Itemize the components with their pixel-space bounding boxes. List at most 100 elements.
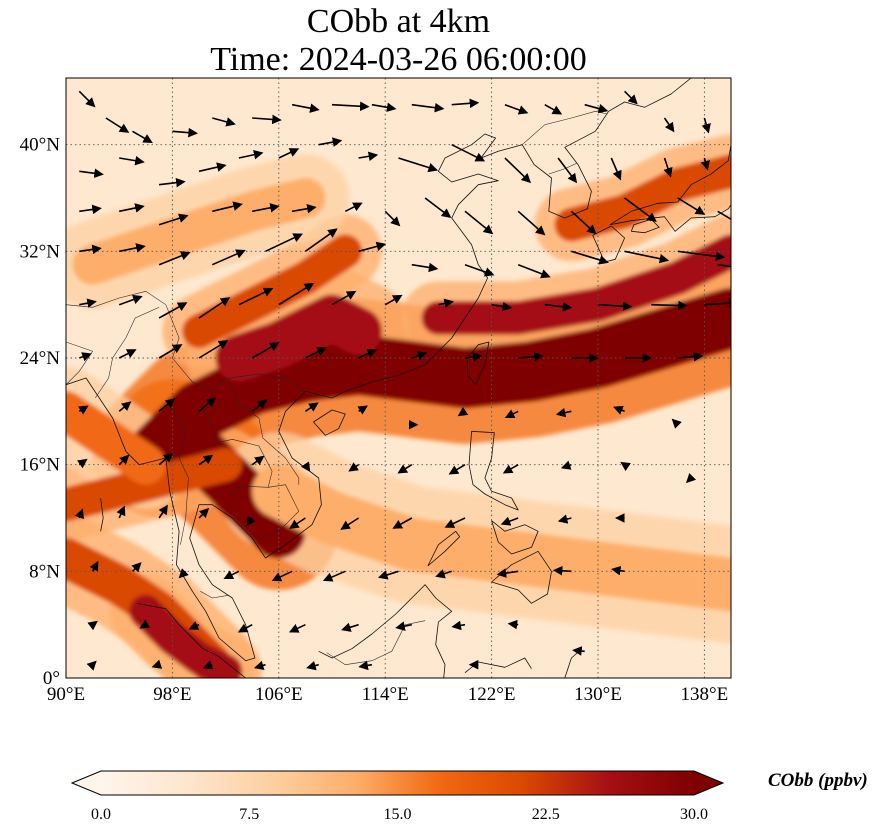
lon-tick-label: 114°E (362, 684, 409, 705)
colorbar-tick-label: 15.0 (383, 806, 412, 823)
colorbar-extend-min (72, 771, 101, 795)
lon-tick-label: 130°E (574, 684, 622, 705)
longitude-tick-labels: 90°E 98°E 106°E 114°E 122°E 130°E 138°E (47, 684, 728, 705)
wind-arrow (572, 646, 585, 656)
colorbar-tick-label: 22.5 (531, 806, 560, 823)
wind-arrow (198, 507, 210, 519)
wind-arrow (491, 301, 513, 312)
wind-arrow (198, 454, 214, 466)
wind-arrow (172, 127, 198, 138)
bay-of-bengal-band (66, 391, 166, 485)
border-malaysia-thai (200, 591, 229, 599)
chart-title: CObb at 4km (306, 3, 491, 40)
wind-arrow (322, 570, 346, 582)
wind-arrow (79, 244, 102, 255)
colorbar-outline (70, 770, 725, 796)
wind-arrow (384, 210, 401, 227)
lat-tick-label: 40°N (20, 135, 61, 156)
wind-arrow (198, 397, 217, 412)
wind-arrow (451, 620, 466, 631)
wind-arrow (677, 250, 726, 262)
wind-arrow (251, 399, 268, 412)
southern-china (215, 294, 382, 382)
wind-arrow (132, 130, 153, 144)
wind-arrow (278, 148, 300, 159)
coastline-andaman (100, 497, 104, 532)
wind-arrow (544, 302, 573, 312)
wind-arrow (411, 102, 445, 113)
wind-arrow (613, 405, 625, 415)
wind-arrow (358, 151, 379, 162)
wind-arrow (464, 263, 495, 277)
wind-arrow (358, 241, 387, 253)
coastline-mindanao (491, 550, 552, 604)
coastlines (66, 78, 731, 678)
wind-arrow (504, 409, 519, 419)
border-thai-laos (201, 405, 273, 488)
wind-arrow (331, 290, 357, 306)
wind-arrow (624, 250, 670, 264)
wind-arrow (159, 177, 186, 188)
wind-arrow (457, 406, 469, 417)
wind-arrow (86, 660, 97, 671)
colorbar-tick-label: 7.5 (239, 806, 260, 823)
border-china-vietnam (238, 373, 303, 392)
wind-arrow (451, 98, 480, 109)
wind-arrow (395, 621, 412, 631)
border-bangladesh (66, 341, 94, 385)
wind-arrow (238, 287, 274, 306)
wind-arrow (119, 155, 145, 166)
wind-arrow (79, 168, 104, 179)
wind-arrow (271, 570, 293, 582)
wind-arrow (357, 405, 368, 415)
coastline-luzon (468, 430, 519, 511)
wind-arrow (464, 210, 494, 235)
wind-arrow (555, 407, 572, 418)
wind-arrow (300, 461, 311, 473)
wind-arrow (560, 460, 572, 470)
wind-arrow (341, 622, 359, 632)
wind-arrow (685, 472, 697, 484)
wind-arrow (77, 458, 88, 469)
wind-arrow (131, 562, 142, 573)
colorbar-gradient (101, 771, 694, 795)
wind-arrow (158, 344, 183, 359)
wind-arrow (518, 351, 544, 362)
wind-arrow (517, 263, 551, 279)
wind-arrow (557, 514, 572, 524)
lon-tick-label: 98°E (153, 684, 191, 705)
border-cambodia (229, 484, 300, 540)
wind-arrow (253, 660, 266, 670)
wind-arrow (671, 418, 682, 429)
lon-tick-label: 90°E (47, 684, 85, 705)
colorbar-extend-max (694, 771, 723, 795)
coastline-palawan (427, 530, 461, 567)
wind-arrow (251, 455, 265, 466)
wind-arrow (496, 568, 519, 578)
wind-arrow (504, 103, 529, 115)
wind-arrow (158, 452, 174, 466)
wind-arrow (677, 197, 706, 215)
colorbar-tick-label: 0.0 (91, 806, 111, 823)
coastline-shikoku (630, 218, 660, 234)
wind-arrow (371, 102, 397, 113)
wind-arrow (198, 162, 227, 173)
wind-arrow (624, 90, 638, 105)
wind-arrow (392, 517, 413, 529)
wind-arrow (223, 570, 240, 580)
wind-arrow (78, 90, 96, 108)
wind-arrow (188, 621, 200, 630)
wind-arrow (251, 342, 280, 359)
wind-arrow (717, 210, 731, 226)
wind-arrow (318, 137, 343, 147)
wind-arrow (701, 117, 711, 134)
wind-arrow (79, 352, 92, 362)
wind-vectors (74, 90, 731, 671)
wind-arrow (158, 251, 191, 266)
wind-arrow (252, 203, 280, 213)
wind-arrow (304, 228, 338, 252)
wind-arrow (348, 462, 360, 472)
lat-tick-label: 32°N (20, 241, 61, 262)
wind-arrow (398, 157, 439, 173)
